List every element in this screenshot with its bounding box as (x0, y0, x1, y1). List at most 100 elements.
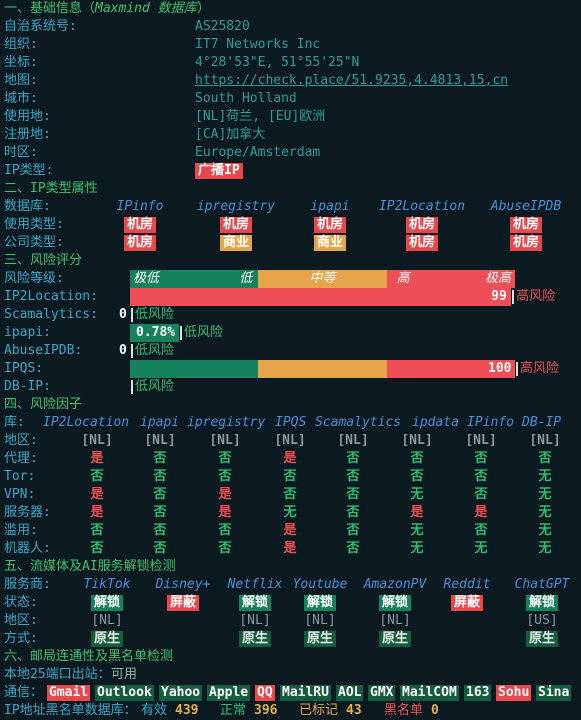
separator (131, 380, 133, 394)
info-label: 地图: (4, 73, 38, 88)
row-label: 方式: (4, 631, 38, 646)
factor-value: 是 (283, 451, 297, 466)
info-label: 时区: (4, 145, 38, 160)
source-name: DB-IP (522, 415, 562, 430)
count-label: 有效 (141, 703, 168, 718)
count-value: 43 (346, 703, 362, 718)
mail-service: QQ (255, 685, 275, 701)
factor-value: 是 (474, 505, 488, 520)
info-value: AS25820 (195, 19, 250, 34)
mail-service: Sina (536, 685, 572, 701)
factor-value: 否 (90, 541, 104, 556)
provider-name: ChatGPT (514, 577, 570, 592)
level-label: 高 (396, 271, 410, 286)
info-value: Europe/Amsterdam (195, 145, 321, 160)
database-name: AbuseIPDB (490, 199, 562, 214)
factor-value: 否 (410, 469, 424, 484)
separator (516, 362, 518, 376)
info-value: IT7 Networks Inc (195, 37, 321, 52)
factor-value: 否 (153, 487, 167, 502)
method-badge: 原生 (238, 631, 272, 647)
factor-value: [NL] (209, 433, 241, 448)
separator (180, 326, 182, 340)
source-name: Scamalytics (315, 415, 402, 430)
section-title-source: Maxmind 数据库 (95, 1, 197, 16)
method-badge: 原生 (303, 631, 337, 647)
provider-name: Youtube (292, 577, 348, 592)
bar-segment (386, 360, 515, 378)
risk-rating: 低风险 (135, 379, 175, 394)
factor-value: 无 (538, 523, 552, 538)
ip-type-badge: 广播IP (195, 163, 243, 179)
source-name: IPinfo (467, 415, 514, 430)
provider-name: Reddit (443, 577, 491, 592)
score-value: 0.78% (136, 325, 176, 340)
info-value: https://check.place/51.9235,4.4813,15,cn (195, 73, 509, 88)
factor-value: 无 (538, 487, 552, 502)
provider-name: AmazonPV (363, 577, 427, 592)
bar-segment (130, 360, 259, 378)
factor-value: 否 (346, 469, 360, 484)
factor-value: 否 (538, 451, 552, 466)
score-source: DB-IP: (4, 379, 51, 394)
separator (131, 308, 133, 322)
row-label: VPN: (4, 487, 36, 502)
info-label: 自治系统号: (4, 19, 77, 34)
row-label: 使用类型: (4, 217, 64, 232)
factor-value: 否 (218, 523, 232, 538)
source-name: ipdata (412, 415, 459, 430)
count-value: 396 (254, 703, 278, 718)
score-source: AbuseIPDB: (4, 343, 83, 358)
factor-value: 否 (474, 451, 488, 466)
factor-value: 无 (410, 523, 424, 538)
factor-value: 是 (218, 487, 232, 502)
info-label: 坐标: (4, 55, 38, 70)
factor-value: 否 (153, 523, 167, 538)
row-label: Tor: (4, 469, 36, 484)
status-badge: 屏蔽 (450, 595, 484, 611)
info-label: 组织: (4, 37, 38, 52)
count-label: 黑名单 (384, 703, 424, 718)
info-value: [NL]荷兰, [EU]欧洲 (195, 109, 326, 124)
factor-value: 否 (153, 505, 167, 520)
score-value: 0 (119, 343, 127, 358)
count-label: 已标记 (299, 703, 339, 718)
mail-service: AOL (336, 685, 364, 701)
score-source: IPQS: (4, 361, 44, 376)
factor-value: 是 (90, 505, 104, 520)
info-label: 注册地: (4, 127, 51, 142)
type-badge: 机房 (509, 217, 543, 233)
count-value: 0 (431, 703, 439, 718)
row-label: 状态: (4, 595, 38, 610)
factor-value: 否 (346, 451, 360, 466)
region-value: [NL] (91, 613, 123, 628)
factor-value: 是 (218, 505, 232, 520)
factor-value: 否 (346, 487, 360, 502)
factor-value: 否 (410, 451, 424, 466)
factor-value: 是 (90, 487, 104, 502)
method-badge: 原生 (90, 631, 124, 647)
factor-value: 无 (538, 469, 552, 484)
factor-value: 无 (283, 505, 297, 520)
score-source: Scamalytics: (4, 307, 98, 322)
status-badge: 解锁 (525, 595, 559, 611)
mail-service: Gmail (47, 685, 91, 701)
method-badge: 原生 (378, 631, 412, 647)
factor-value: 无 (410, 487, 424, 502)
type-badge: 机房 (405, 235, 439, 251)
factor-value: 是 (283, 541, 297, 556)
factor-value: 否 (153, 469, 167, 484)
level-segment (130, 270, 259, 288)
section-title: 二、IP类型属性 (4, 181, 98, 196)
type-badge: 机房 (313, 217, 347, 233)
info-label: IP类型: (4, 163, 54, 178)
source-name: ipregistry (187, 415, 266, 430)
factor-value: 否 (474, 523, 488, 538)
method-badge: 原生 (525, 631, 559, 647)
score-bar (130, 360, 515, 378)
level-label: 低 (239, 271, 253, 286)
separator (131, 344, 133, 358)
info-label: 使用地: (4, 109, 51, 124)
factor-value: 否 (346, 541, 360, 556)
